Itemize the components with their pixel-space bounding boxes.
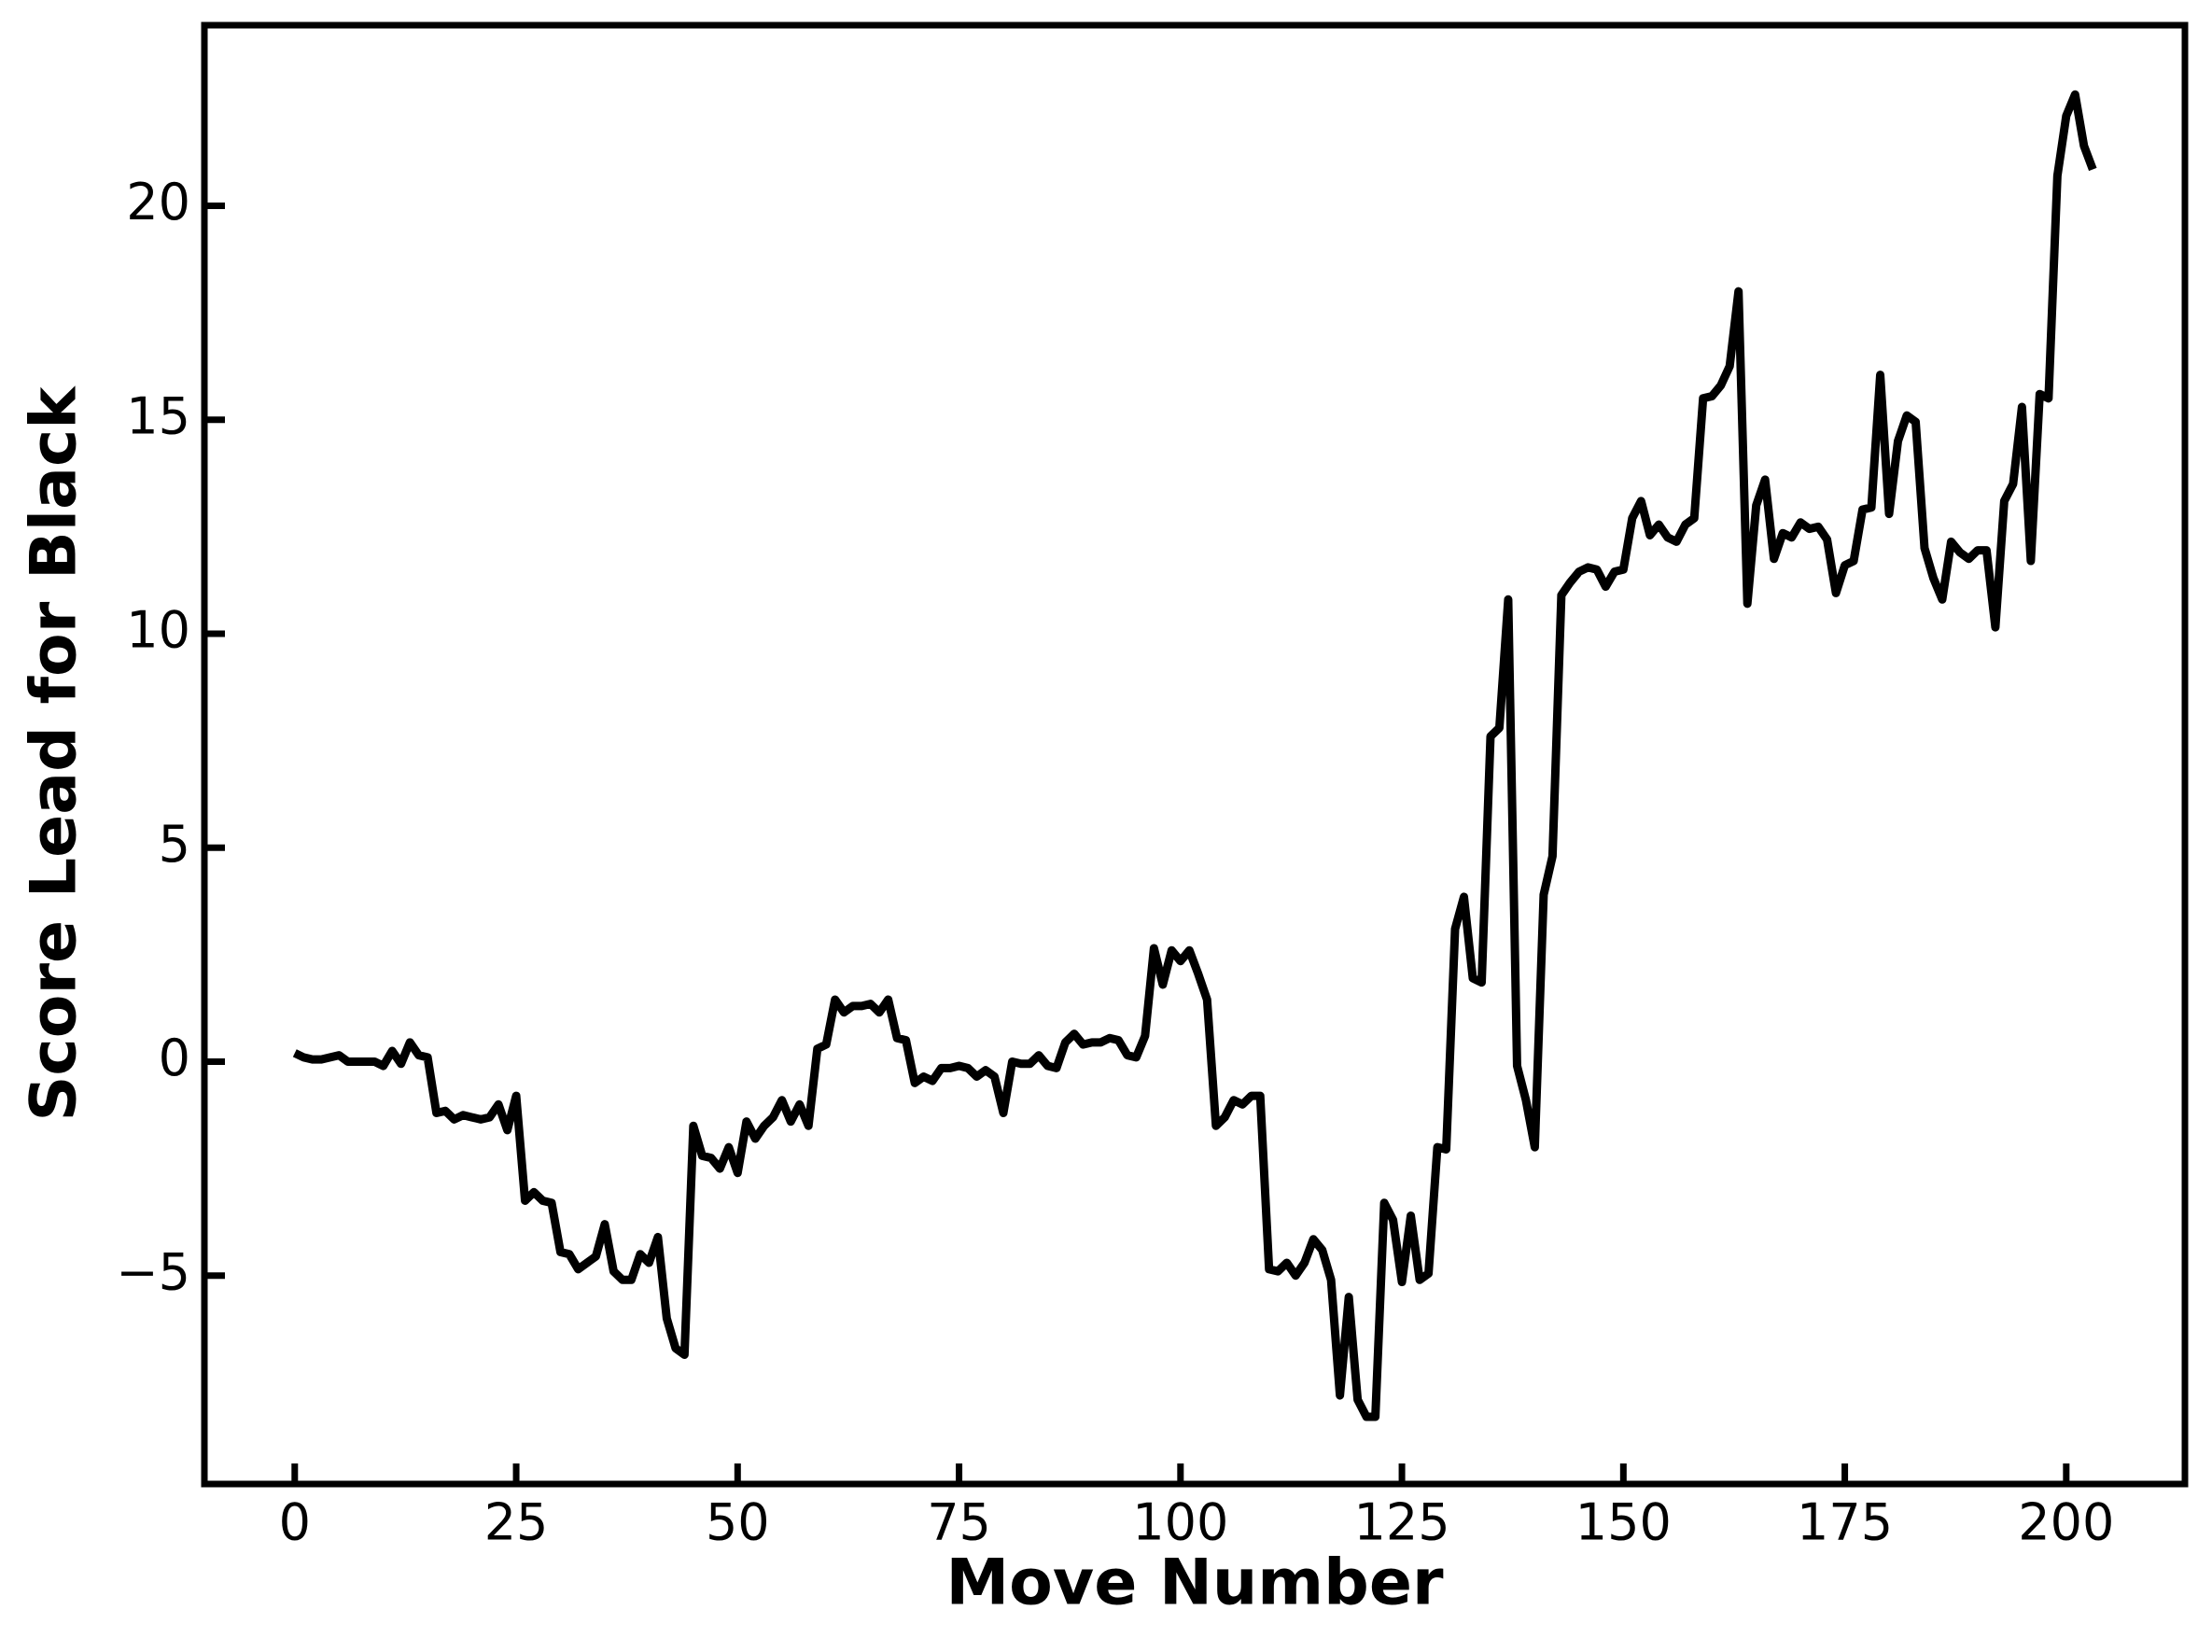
x-tick-label: 175	[1797, 1493, 1893, 1552]
y-tick-label: 10	[126, 601, 190, 660]
x-tick-label: 75	[927, 1493, 991, 1552]
y-tick-label: 15	[126, 386, 190, 445]
y-tick-label: 0	[159, 1029, 190, 1087]
x-tick-label: 0	[279, 1493, 311, 1552]
y-tick-label: −5	[116, 1242, 190, 1301]
y-tick-label: 20	[126, 173, 190, 231]
y-axis-label: Score Lead for Black	[18, 385, 91, 1122]
plot-frame	[201, 21, 2189, 1488]
x-tick-label: 25	[484, 1493, 549, 1552]
x-tick-label: 150	[1575, 1493, 1672, 1552]
x-tick-label: 100	[1132, 1493, 1228, 1552]
y-tick-label: 5	[159, 815, 190, 874]
x-tick-label: 50	[706, 1493, 770, 1552]
x-tick-label: 200	[2018, 1493, 2114, 1552]
score-line	[292, 90, 2097, 1421]
x-tick-label: 125	[1354, 1493, 1450, 1552]
x-axis-label: Move Number	[945, 1547, 1443, 1620]
